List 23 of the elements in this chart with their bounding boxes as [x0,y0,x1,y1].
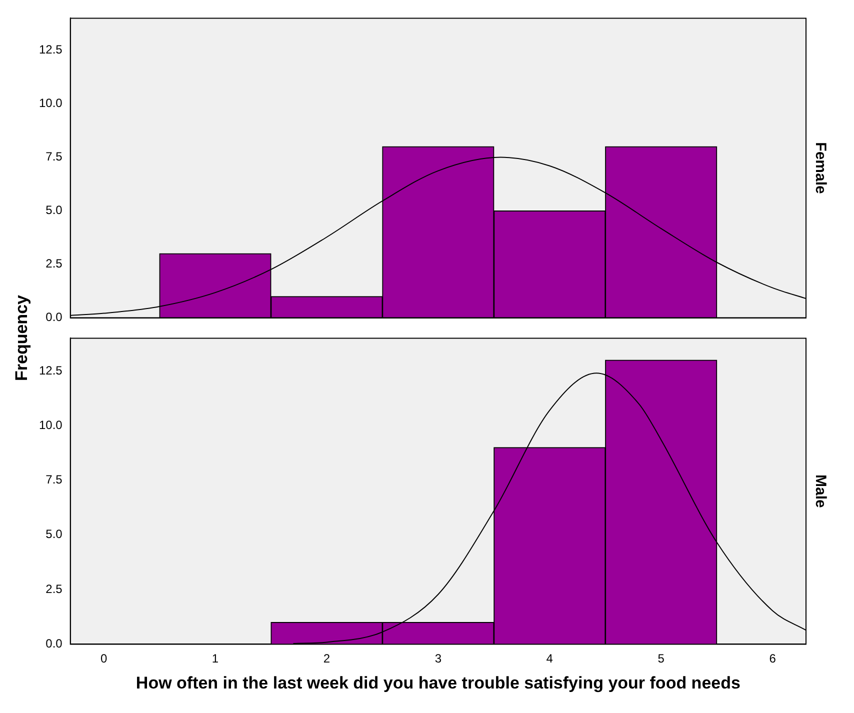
y-tick-label: 10.0 [38,96,63,110]
y-tick-label: 0.0 [46,310,63,324]
y-tick-label: 7.5 [46,150,63,164]
y-tick-label: 2.5 [46,582,63,596]
y-tick-label: 10.0 [38,418,63,432]
y-axis-title: Frequency [12,295,32,381]
y-tick-label: 5.0 [46,203,63,218]
y-tick-label: 12.5 [38,42,63,57]
y-tick-label: 5.0 [46,527,63,542]
x-tick-label: 0 [100,652,108,666]
x-tick-label: 5 [658,652,665,666]
x-axis-title: How often in the last week did you have trouble satisfying your food needs [136,673,740,692]
y-tick-label: 7.5 [46,472,63,487]
text: Female [812,142,829,194]
y-tick-label: 2.5 [46,256,63,271]
y-tick-label: 0.0 [46,636,63,651]
x-tick-label: 4 [546,652,554,666]
x-tick-label: 6 [769,652,776,666]
x-tick-label: 2 [323,652,330,666]
x-tick-label: 3 [434,652,442,666]
text: Male [812,474,829,508]
x-tick-label: 1 [212,652,219,666]
y-tick-label: 12.5 [38,363,63,378]
